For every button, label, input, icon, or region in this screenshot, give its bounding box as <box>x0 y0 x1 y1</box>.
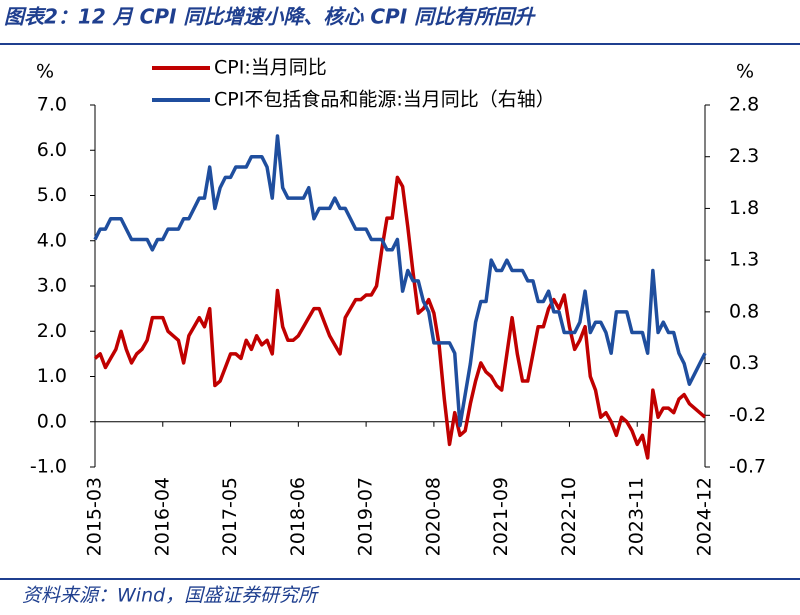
y2-tick-label: 2.3 <box>729 145 759 167</box>
y-unit: % <box>36 61 54 83</box>
y-tick-label: 3.0 <box>37 275 67 297</box>
y-tick-label: -1.0 <box>30 456 67 478</box>
y-tick-label: 5.0 <box>37 184 67 206</box>
y2-tick-label: 0.8 <box>729 300 759 322</box>
x-tick-label: 2020-08 <box>422 477 444 556</box>
x-tick-label: 2024-12 <box>694 477 716 556</box>
x-tick-label: 2021-09 <box>490 477 512 556</box>
x-tick-label: 2017-05 <box>219 477 241 556</box>
y2-tick-label: 1.3 <box>729 249 759 271</box>
y2-tick-label: 0.3 <box>729 352 759 374</box>
y2-tick-label: -0.2 <box>729 404 766 426</box>
legend-label: CPI不包括食品和能源:当月同比（右轴） <box>214 89 555 111</box>
y2-unit: % <box>736 61 754 83</box>
x-tick-label: 2023-11 <box>626 477 648 556</box>
x-tick-label: 2022-10 <box>558 477 580 556</box>
y2-tick-label: 1.8 <box>729 197 759 219</box>
y-tick-label: 7.0 <box>37 94 67 116</box>
x-tick-label: 2019-07 <box>355 477 377 556</box>
y-tick-label: 1.0 <box>37 365 67 387</box>
y2-tick-label: -0.7 <box>729 456 766 478</box>
y-tick-label: 6.0 <box>37 139 67 161</box>
x-tick-label: 2015-03 <box>84 477 106 556</box>
x-tick-label: 2016-04 <box>151 477 173 556</box>
y-tick-label: 2.0 <box>37 320 67 342</box>
y-tick-label: 4.0 <box>37 229 67 251</box>
chart-title: 图表2：12 月 CPI 同比增速小降、核心 CPI 同比有所回升 <box>4 5 536 29</box>
source-note: 资料来源：Wind，国盛证券研究所 <box>22 585 320 607</box>
series-line <box>93 175 707 460</box>
y-tick-label: 0.0 <box>37 410 67 432</box>
y2-tick-label: 2.8 <box>729 94 759 116</box>
legend-label: CPI:当月同比 <box>214 57 327 79</box>
series-line <box>93 134 707 428</box>
x-tick-label: 2018-06 <box>287 477 309 556</box>
